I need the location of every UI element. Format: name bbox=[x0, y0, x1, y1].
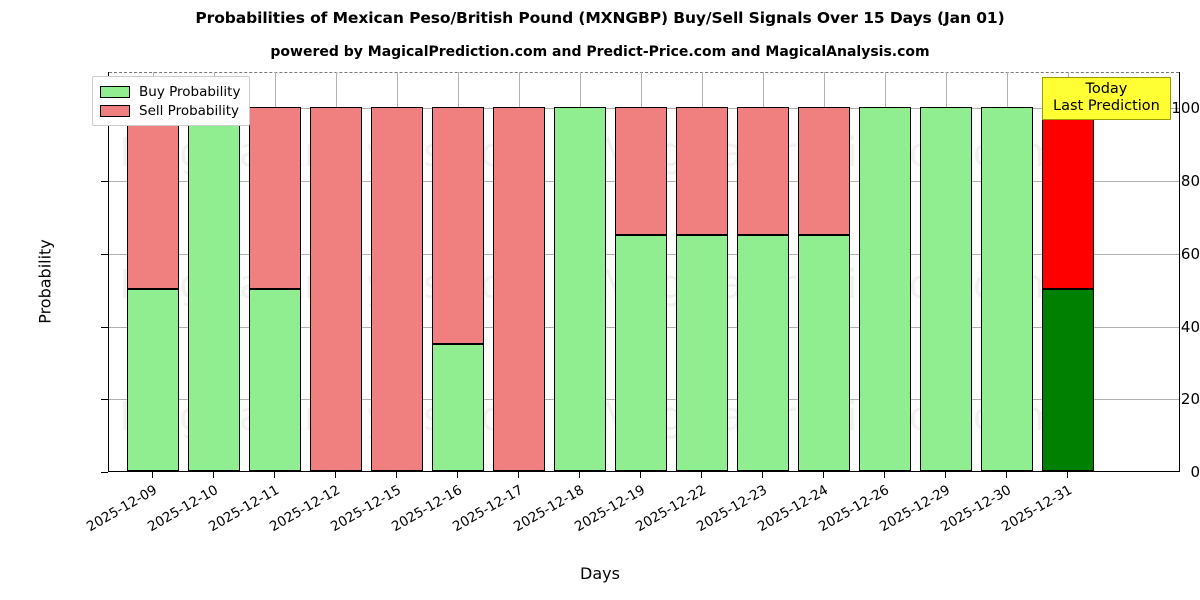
x-tick-mark bbox=[274, 472, 275, 478]
legend-label-buy: Buy Probability bbox=[139, 83, 241, 100]
bar-group bbox=[310, 72, 362, 471]
y-tick-label: 40 bbox=[1180, 317, 1200, 336]
bar-segment-buy bbox=[127, 289, 179, 471]
bar-group bbox=[737, 72, 789, 471]
today-annotation: Today Last Prediction bbox=[1042, 77, 1171, 121]
bar-segment-sell bbox=[676, 107, 728, 235]
bar-segment-sell bbox=[371, 107, 423, 471]
y-axis-label: Probability bbox=[35, 239, 55, 324]
x-tick-mark bbox=[701, 472, 702, 478]
bar-group bbox=[188, 72, 240, 471]
legend-item-sell: Sell Probability bbox=[100, 101, 240, 120]
bar-segment-sell bbox=[1042, 107, 1094, 290]
y-tick-label: 0 bbox=[1190, 463, 1200, 481]
x-tick-mark bbox=[579, 472, 580, 478]
x-tick-mark bbox=[152, 472, 153, 478]
bar-segment-buy bbox=[432, 343, 484, 471]
bar-segment-sell bbox=[737, 107, 789, 235]
bar-segment-sell bbox=[127, 107, 179, 290]
bar-group bbox=[371, 72, 423, 471]
bar-group bbox=[432, 72, 484, 471]
bar-segment-sell bbox=[432, 107, 484, 344]
y-tick-mark bbox=[101, 472, 108, 473]
bar-group bbox=[798, 72, 850, 471]
x-tick-mark bbox=[518, 472, 519, 478]
bar-group bbox=[493, 72, 545, 471]
bar-group bbox=[127, 72, 179, 471]
bar-group bbox=[676, 72, 728, 471]
bar-segment-sell bbox=[310, 107, 362, 471]
y-tick-label: 80 bbox=[1180, 172, 1200, 191]
today-annotation-line2: Last Prediction bbox=[1053, 98, 1160, 115]
bar-segment-sell bbox=[493, 107, 545, 471]
bar-segment-buy bbox=[554, 107, 606, 471]
bar-segment-buy bbox=[676, 234, 728, 471]
x-tick-mark bbox=[640, 472, 641, 478]
bar-group bbox=[615, 72, 667, 471]
bar-segment-buy bbox=[981, 107, 1033, 471]
today-annotation-line1: Today bbox=[1085, 81, 1128, 97]
y-tick-mark bbox=[101, 181, 108, 183]
x-tick-mark bbox=[823, 472, 824, 478]
bar-group bbox=[1042, 72, 1094, 471]
bar-group bbox=[920, 72, 972, 471]
bar-segment-sell bbox=[249, 107, 301, 290]
y-tick-mark bbox=[101, 399, 108, 401]
x-tick-mark bbox=[1006, 472, 1007, 478]
chart-title: Probabilities of Mexican Peso/British Po… bbox=[195, 9, 1005, 27]
bar-segment-buy bbox=[920, 107, 972, 471]
y-tick-mark bbox=[101, 253, 108, 255]
legend-item-buy: Buy Probability bbox=[100, 82, 240, 101]
bar-group bbox=[249, 72, 301, 471]
x-tick-mark bbox=[396, 472, 397, 478]
legend-swatch-buy bbox=[100, 85, 130, 98]
x-tick-mark bbox=[213, 472, 214, 478]
y-tick-mark bbox=[101, 326, 108, 328]
x-tick-mark bbox=[1067, 472, 1068, 478]
x-tick-mark bbox=[335, 472, 336, 478]
bar-segment-sell bbox=[615, 107, 667, 235]
bar-segment-buy bbox=[1042, 289, 1094, 471]
x-tick-mark bbox=[945, 472, 946, 478]
bar-group bbox=[554, 72, 606, 471]
y-tick-label: 60 bbox=[1180, 244, 1200, 263]
bar-segment-buy bbox=[859, 107, 911, 471]
chart-subtitle: powered by MagicalPrediction.com and Pre… bbox=[270, 44, 930, 60]
x-axis-label: Days bbox=[580, 564, 620, 583]
bar-segment-buy bbox=[737, 234, 789, 471]
x-tick-mark bbox=[762, 472, 763, 478]
y-tick-label: 20 bbox=[1180, 390, 1200, 409]
bar-group bbox=[859, 72, 911, 471]
bar-segment-buy bbox=[798, 234, 850, 471]
x-tick-mark bbox=[457, 472, 458, 478]
bar-segment-sell bbox=[798, 107, 850, 235]
bar-segment-buy bbox=[188, 107, 240, 471]
bar-segment-buy bbox=[249, 289, 301, 471]
bar-group bbox=[981, 72, 1033, 471]
legend-label-sell: Sell Probability bbox=[139, 102, 240, 119]
y-tick-label: 100 bbox=[1171, 99, 1200, 118]
threshold-line bbox=[109, 72, 1179, 73]
bar-segment-buy bbox=[615, 234, 667, 471]
legend-swatch-sell bbox=[100, 104, 130, 117]
plot-area: MagicalAnalysis.comMagicalPrediction.com… bbox=[108, 72, 1180, 472]
x-tick-mark bbox=[884, 472, 885, 478]
chart-legend: Buy Probability Sell Probability bbox=[92, 76, 251, 126]
